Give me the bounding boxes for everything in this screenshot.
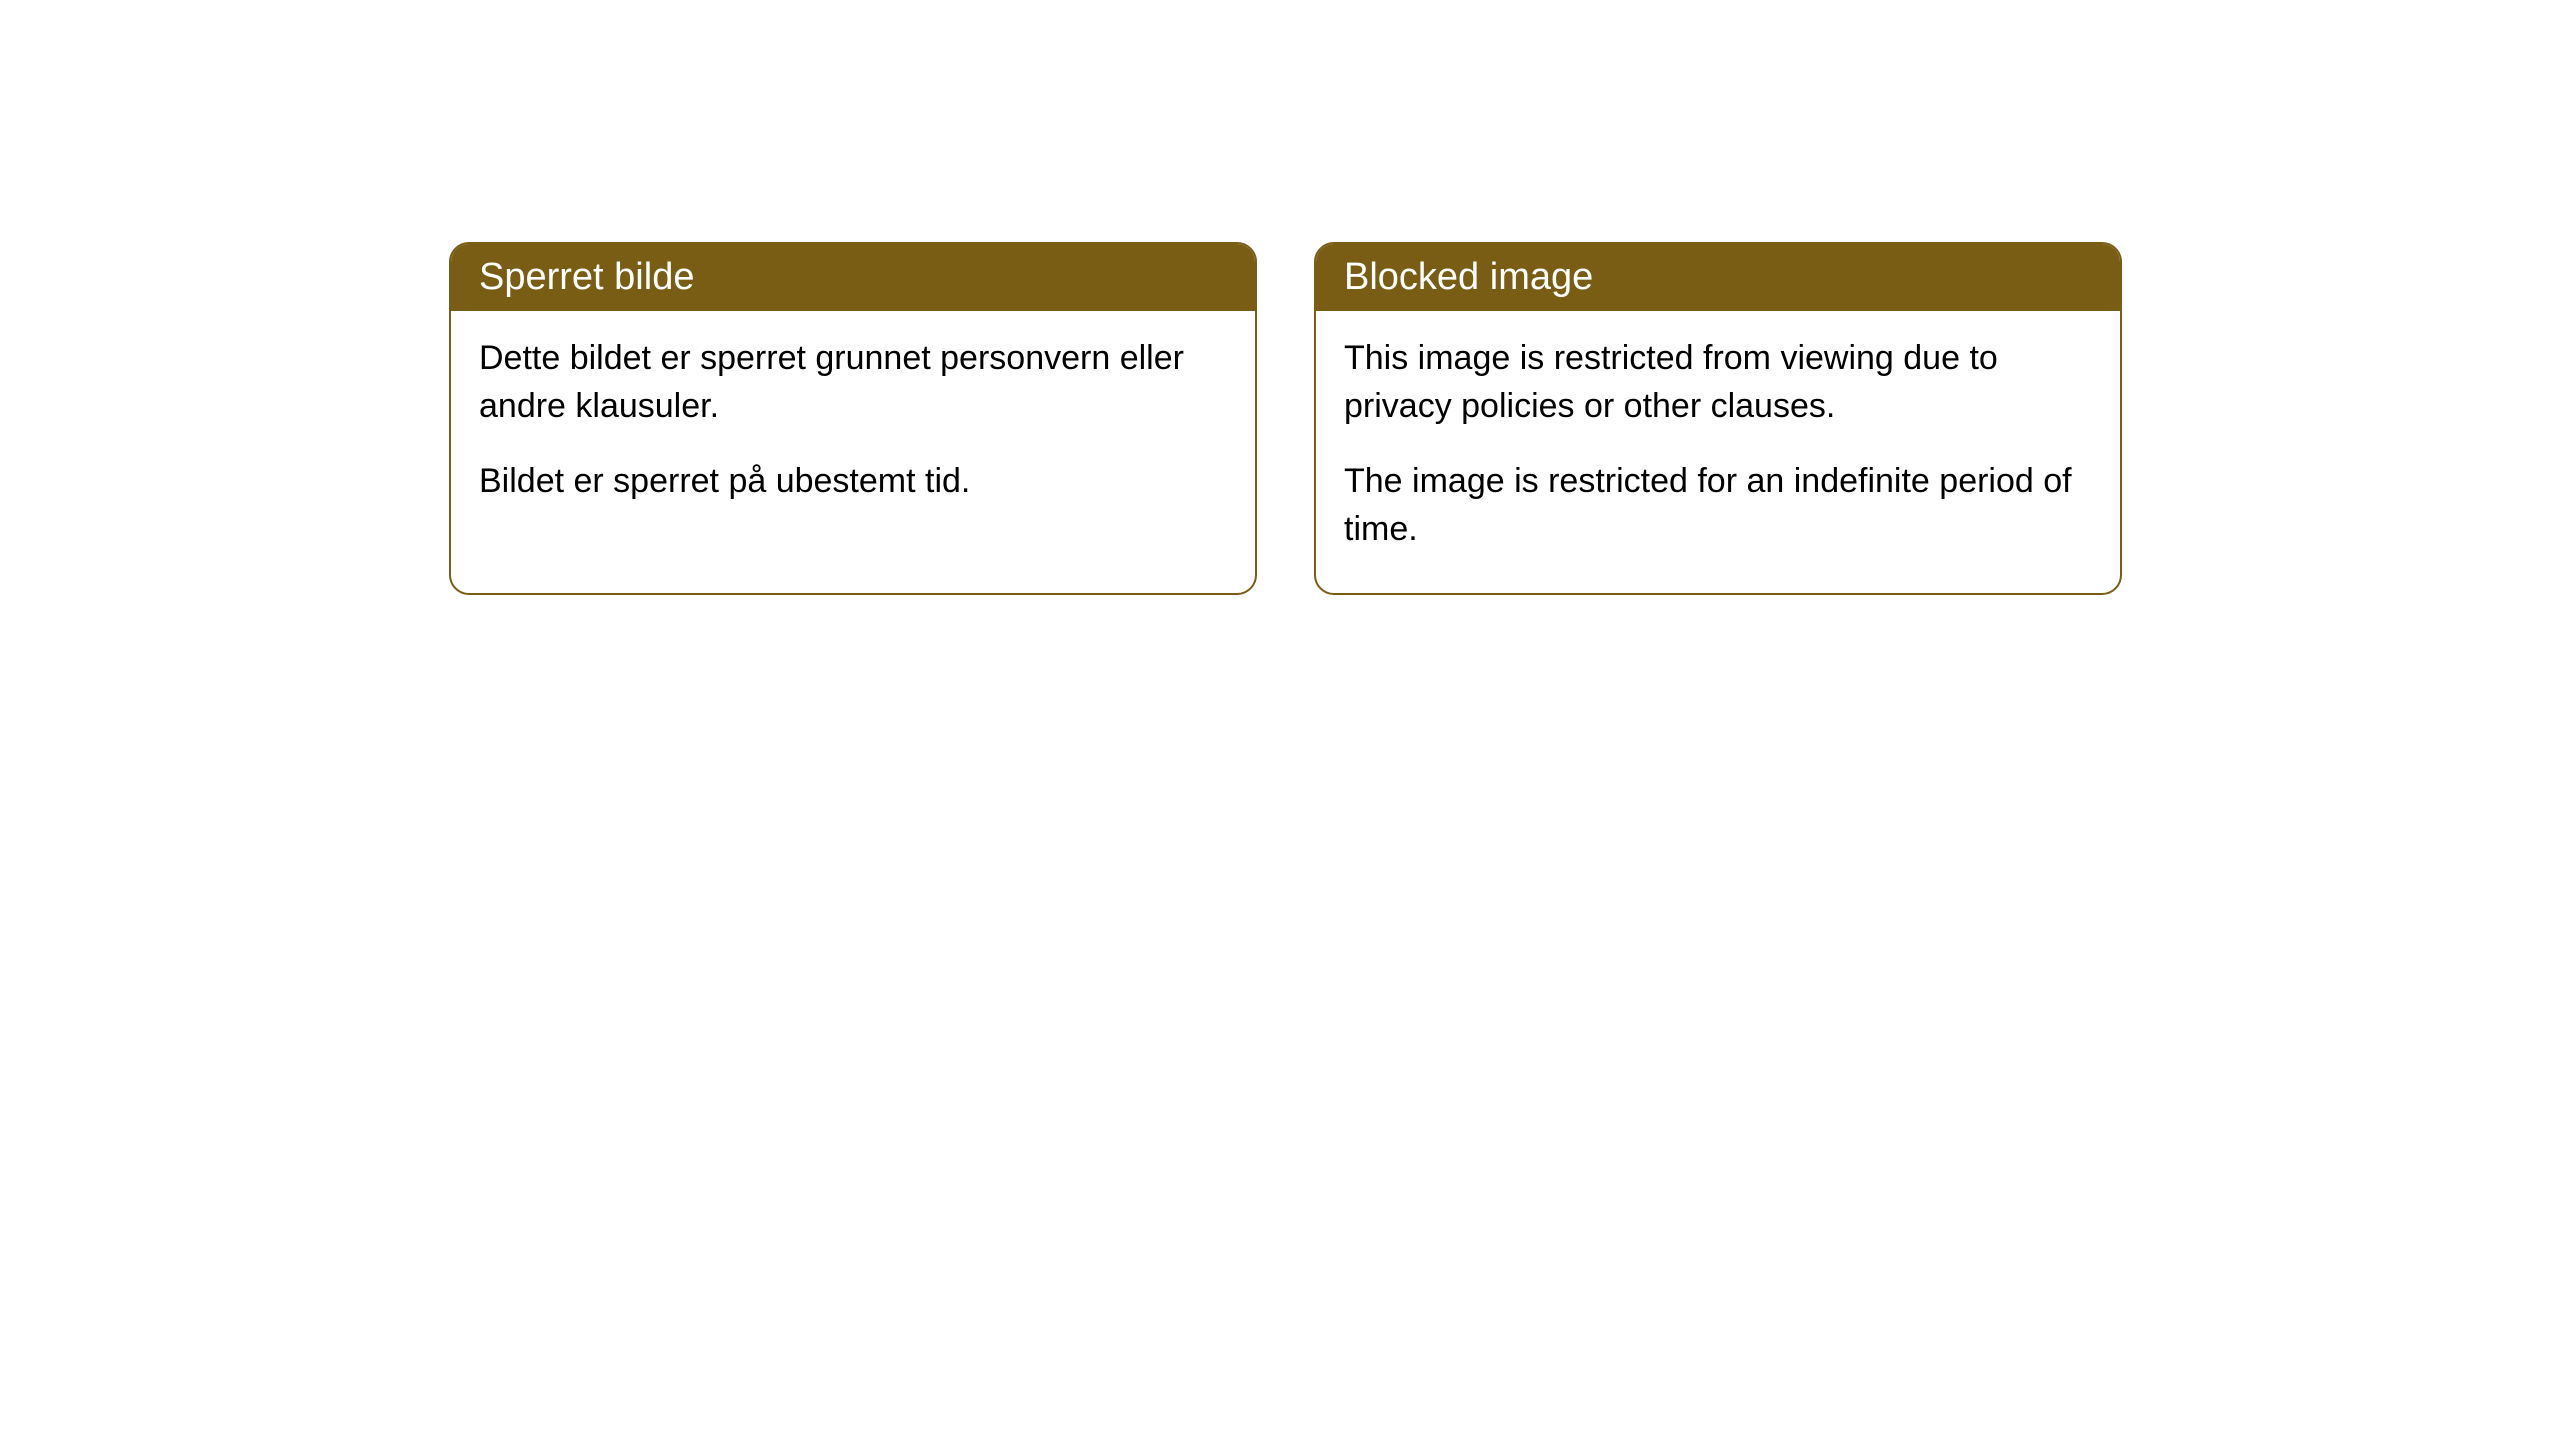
card-norwegian: Sperret bilde Dette bildet er sperret gr… <box>449 242 1257 595</box>
card-header-english: Blocked image <box>1316 244 2120 311</box>
card-paragraph: Dette bildet er sperret grunnet personve… <box>479 335 1227 430</box>
card-paragraph: Bildet er sperret på ubestemt tid. <box>479 458 1227 506</box>
cards-container: Sperret bilde Dette bildet er sperret gr… <box>449 242 2560 595</box>
card-english: Blocked image This image is restricted f… <box>1314 242 2122 595</box>
card-title: Sperret bilde <box>479 256 694 298</box>
card-paragraph: This image is restricted from viewing du… <box>1344 335 2092 430</box>
card-body-english: This image is restricted from viewing du… <box>1316 311 2120 593</box>
card-body-norwegian: Dette bildet er sperret grunnet personve… <box>451 311 1255 546</box>
card-header-norwegian: Sperret bilde <box>451 244 1255 311</box>
card-paragraph: The image is restricted for an indefinit… <box>1344 458 2092 553</box>
card-title: Blocked image <box>1344 256 1593 298</box>
